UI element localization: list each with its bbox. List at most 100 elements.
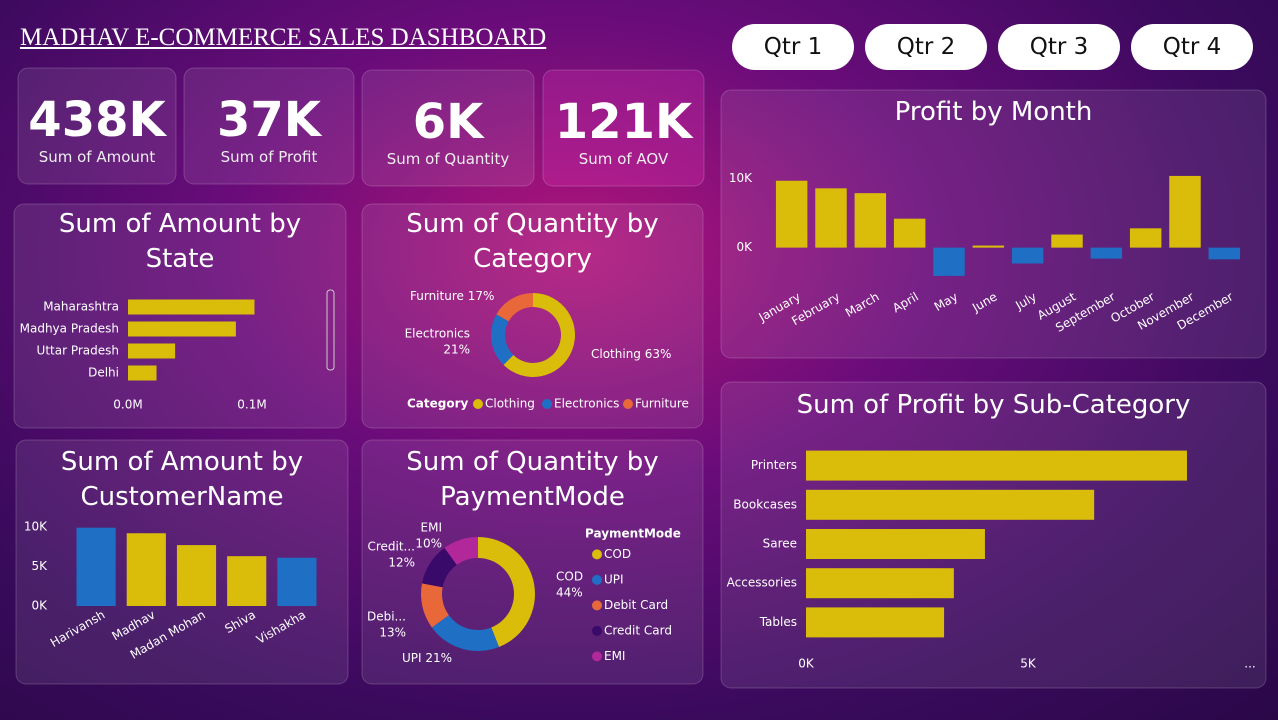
data-label-name: Clothing bbox=[591, 347, 641, 361]
kpi: 6K Sum of Quantity bbox=[362, 70, 534, 168]
legend-swatch bbox=[592, 549, 602, 560]
kpi-value: 121K bbox=[554, 94, 693, 150]
data-label: Credit... bbox=[367, 540, 415, 554]
chart-title: Sum of Amount by CustomerName bbox=[60, 447, 304, 512]
y-tick-label: Maharashtra bbox=[43, 300, 119, 314]
data-label: COD bbox=[556, 570, 583, 584]
legend-title: Category bbox=[407, 397, 469, 411]
data-label: 12% bbox=[388, 556, 415, 570]
data-label: UPI 21% bbox=[402, 651, 452, 665]
panel bbox=[720, 381, 1267, 689]
bar bbox=[815, 188, 847, 248]
y-tick-label: 0K bbox=[736, 240, 753, 254]
legend-swatch bbox=[623, 399, 633, 409]
legend-label: Clothing bbox=[485, 397, 535, 411]
data-label: EMI bbox=[421, 521, 442, 535]
bar bbox=[1051, 234, 1083, 248]
bar bbox=[1129, 228, 1162, 248]
y-tick-label: 5K bbox=[31, 559, 48, 573]
y-tick-label: 10K bbox=[24, 519, 48, 533]
kpi-value: 37K bbox=[217, 92, 321, 148]
bar bbox=[128, 343, 176, 359]
kpi-card bbox=[542, 69, 705, 187]
bar bbox=[1090, 247, 1123, 259]
legend-title: PaymentMode bbox=[585, 527, 681, 541]
legend-label: Furniture bbox=[635, 397, 689, 411]
legend-label: EMI bbox=[604, 649, 625, 663]
pie-slice bbox=[420, 583, 449, 628]
chart-title: Sum of Profit by Sub-Category bbox=[796, 390, 1191, 420]
bar bbox=[806, 489, 1095, 520]
kpi-card bbox=[17, 67, 177, 185]
kpi-label: Sum of Profit bbox=[220, 148, 318, 166]
bar bbox=[806, 529, 985, 559]
bar bbox=[76, 527, 116, 606]
pie-slice bbox=[431, 615, 499, 651]
pie-slice bbox=[422, 547, 457, 588]
bar bbox=[126, 533, 166, 606]
y-tick-label: 0K bbox=[31, 599, 48, 613]
data-label-value: 17% bbox=[468, 289, 495, 303]
kpi: 37K Sum of Profit bbox=[184, 68, 354, 166]
bar bbox=[227, 556, 267, 606]
y-tick-label: Accessories bbox=[727, 576, 797, 590]
legend-label: Electronics bbox=[554, 397, 619, 411]
quarter-filter[interactable]: Qtr 4 bbox=[1131, 24, 1253, 70]
kpi-card bbox=[183, 67, 355, 185]
kpi: 438K Sum of Amount bbox=[18, 68, 176, 166]
y-tick-label: Tables bbox=[759, 615, 797, 629]
kpi: 121K Sum of AOV bbox=[543, 70, 704, 168]
y-tick-label: Uttar Pradesh bbox=[37, 344, 119, 358]
data-label-value: 21% bbox=[425, 651, 452, 665]
legend-swatch bbox=[592, 651, 602, 662]
pie-slice bbox=[444, 537, 478, 565]
bar bbox=[893, 218, 926, 248]
chart-title: Profit by Month bbox=[894, 97, 1093, 127]
x-tick-label: 0.1M bbox=[237, 398, 266, 412]
bar bbox=[1208, 247, 1241, 260]
chart-title: Sum of Quantity by PaymentMode bbox=[406, 447, 659, 512]
data-label-name: Furniture bbox=[410, 289, 464, 303]
y-tick-label: Delhi bbox=[88, 366, 119, 380]
data-label: Clothing 63% bbox=[591, 347, 671, 361]
legend-label: COD bbox=[604, 547, 631, 561]
legend-label: UPI bbox=[604, 572, 624, 586]
kpi-value: 438K bbox=[28, 92, 166, 148]
bar bbox=[176, 545, 217, 606]
pie-slice bbox=[491, 314, 514, 365]
legend-swatch bbox=[592, 574, 602, 585]
bar bbox=[806, 568, 954, 599]
pie-slice bbox=[478, 537, 535, 647]
x-tick-label: ... bbox=[1244, 657, 1255, 671]
data-label-value: 63% bbox=[645, 347, 672, 361]
data-label: 13% bbox=[379, 626, 406, 640]
panel bbox=[13, 203, 347, 429]
bar bbox=[1169, 175, 1201, 248]
data-label: Electronics bbox=[405, 327, 470, 341]
bar bbox=[806, 607, 945, 638]
data-label: Debi... bbox=[367, 610, 406, 624]
chart-title: Sum of Amount by State bbox=[58, 209, 302, 274]
legend-label: Debit Card bbox=[604, 598, 668, 612]
dashboard-title: MADHAV E-COMMERCE SALES DASHBOARD bbox=[20, 24, 547, 51]
kpi-value: 6K bbox=[412, 94, 484, 150]
panel bbox=[361, 203, 704, 429]
bar bbox=[128, 299, 255, 315]
bar bbox=[972, 245, 1005, 248]
y-tick-label: Printers bbox=[751, 458, 797, 472]
quarter-filter[interactable]: Qtr 1 bbox=[732, 24, 854, 70]
data-label: 44% bbox=[556, 586, 583, 600]
scrollbar bbox=[326, 289, 335, 371]
quarter-filter[interactable]: Qtr 2 bbox=[865, 24, 987, 70]
pie-slice bbox=[496, 293, 533, 322]
x-tick-label: 5K bbox=[1020, 657, 1037, 671]
quarter-filter[interactable]: Qtr 3 bbox=[998, 24, 1120, 70]
y-tick-label: Bookcases bbox=[733, 497, 797, 511]
panel bbox=[720, 89, 1267, 359]
bar bbox=[806, 450, 1187, 481]
y-tick-label: Saree bbox=[763, 537, 797, 551]
x-tick-label: 0K bbox=[798, 657, 815, 671]
bar bbox=[854, 193, 887, 248]
data-label-name: UPI bbox=[402, 651, 422, 665]
